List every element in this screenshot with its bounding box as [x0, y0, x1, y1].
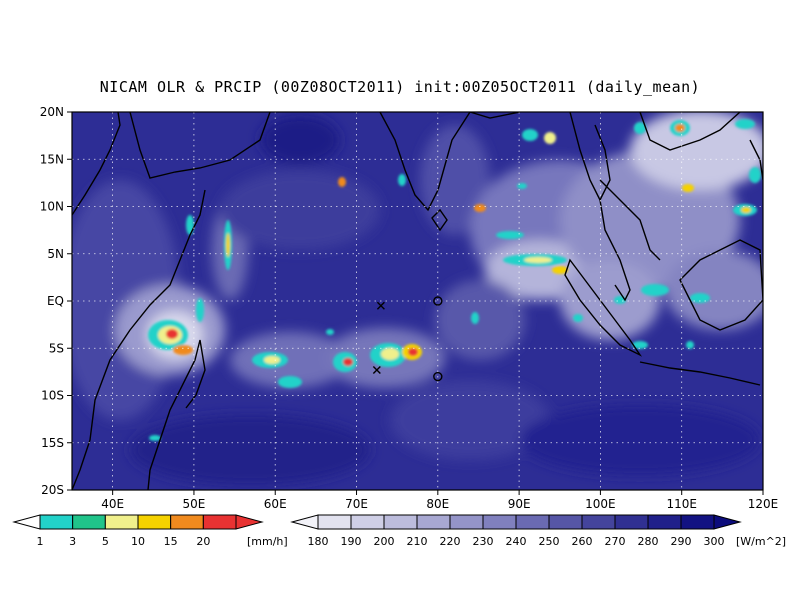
lat-label: 20S — [41, 483, 64, 497]
olr-label: 250 — [539, 535, 560, 548]
precip-label: 3 — [69, 535, 76, 548]
olr-label: 290 — [671, 535, 692, 548]
coast-madagascar — [147, 339, 206, 490]
olr-color-box — [449, 514, 484, 530]
cross-marker — [372, 365, 381, 374]
coast-philippines — [749, 139, 763, 181]
precip-unit: [mm/h] — [247, 535, 288, 548]
olr-color-box — [647, 514, 682, 530]
olr-color-box — [614, 514, 649, 530]
olr-label: 300 — [704, 535, 725, 548]
lon-label: 70E — [345, 497, 368, 511]
coast-india — [379, 112, 471, 212]
lon-label: 110E — [666, 497, 697, 511]
lon-label: 100E — [585, 497, 616, 511]
lat-label: 20N — [40, 105, 64, 119]
coast-malay-peninsula — [599, 199, 631, 302]
olr-label: 200 — [374, 535, 395, 548]
longitude-axis: 40E 50E 60E 70E 80E 90E 100E 110E 120E — [101, 490, 778, 511]
map-title: NICAM OLR & PRCIP (00Z08OCT2011) init:00… — [99, 78, 701, 96]
lat-label: 15S — [41, 436, 64, 450]
olr-color-box — [350, 514, 385, 530]
precip-color-box — [137, 514, 172, 530]
precip-color-box — [39, 514, 74, 530]
olr-label: 240 — [506, 535, 527, 548]
precip-left-tip — [12, 514, 41, 530]
olr-label: 280 — [638, 535, 659, 548]
lat-label: EQ — [47, 294, 64, 308]
map-area — [72, 112, 763, 490]
coast-srilanka — [431, 208, 448, 232]
lon-label: 50E — [183, 497, 206, 511]
circle-marker — [433, 371, 443, 382]
olr-label: 190 — [341, 535, 362, 548]
lon-label: 60E — [264, 497, 287, 511]
olr-unit: [W/m^2] — [736, 535, 786, 548]
precip-label: 10 — [131, 535, 145, 548]
olr-color-box — [317, 514, 352, 530]
coast-arabia-south — [129, 112, 271, 179]
cross-marker — [376, 301, 385, 310]
lon-label: 80E — [426, 497, 449, 511]
olr-color-box — [515, 514, 550, 530]
olr-colorbar: 180 190 200 210 220 230 240 250 260 270 280 290 300 [… — [290, 514, 786, 548]
olr-color-box — [383, 514, 418, 530]
precip-colorbar: 1 3 5 10 15 20 [mm/h] — [12, 514, 288, 548]
coast-bay-bengal — [469, 112, 521, 119]
precip-color-box — [72, 514, 106, 530]
olr-color-box — [680, 514, 715, 530]
lon-label: 120E — [748, 497, 779, 511]
olr-left-tip — [290, 514, 319, 530]
precip-right-tip — [235, 514, 264, 530]
coast-china — [639, 112, 741, 151]
olr-color-box — [548, 514, 583, 530]
olr-label: 230 — [473, 535, 494, 548]
olr-right-tip — [713, 514, 742, 530]
precip-label: 15 — [164, 535, 178, 548]
precip-field — [148, 119, 761, 441]
lon-label: 90E — [508, 497, 531, 511]
olr-label: 210 — [407, 535, 428, 548]
precip-label: 5 — [102, 535, 109, 548]
precip-label: 1 — [37, 535, 44, 548]
lat-label: 10S — [41, 389, 64, 403]
olr-color-box — [482, 514, 517, 530]
coast-arabia-west — [72, 112, 121, 216]
station-markers — [372, 296, 443, 382]
precip-color-box — [104, 514, 139, 530]
coastlines — [72, 112, 763, 490]
coast-borneo — [679, 239, 763, 331]
precip-color-box — [170, 514, 204, 530]
lat-label: 15N — [40, 152, 64, 166]
coast-sumatra — [564, 258, 643, 357]
latitude-axis: 20N 15N 10N 5N EQ 5S 10S 15S 20S — [40, 105, 72, 497]
olr-label: 270 — [605, 535, 626, 548]
precip-label: 20 — [196, 535, 210, 548]
circle-marker — [433, 296, 443, 306]
olr-color-box — [581, 514, 616, 530]
lat-label: 5N — [47, 247, 64, 261]
coast-java — [639, 361, 761, 386]
lat-label: 10N — [40, 200, 64, 214]
olr-color-box — [416, 514, 451, 530]
olr-label: 180 — [308, 535, 329, 548]
coast-east-africa — [72, 189, 206, 490]
lon-label: 40E — [101, 497, 124, 511]
precip-color-box — [202, 514, 237, 530]
coast-indochina — [599, 179, 661, 261]
olr-label: 220 — [440, 535, 461, 548]
olr-label: 260 — [572, 535, 593, 548]
lat-label: 5S — [49, 341, 64, 355]
